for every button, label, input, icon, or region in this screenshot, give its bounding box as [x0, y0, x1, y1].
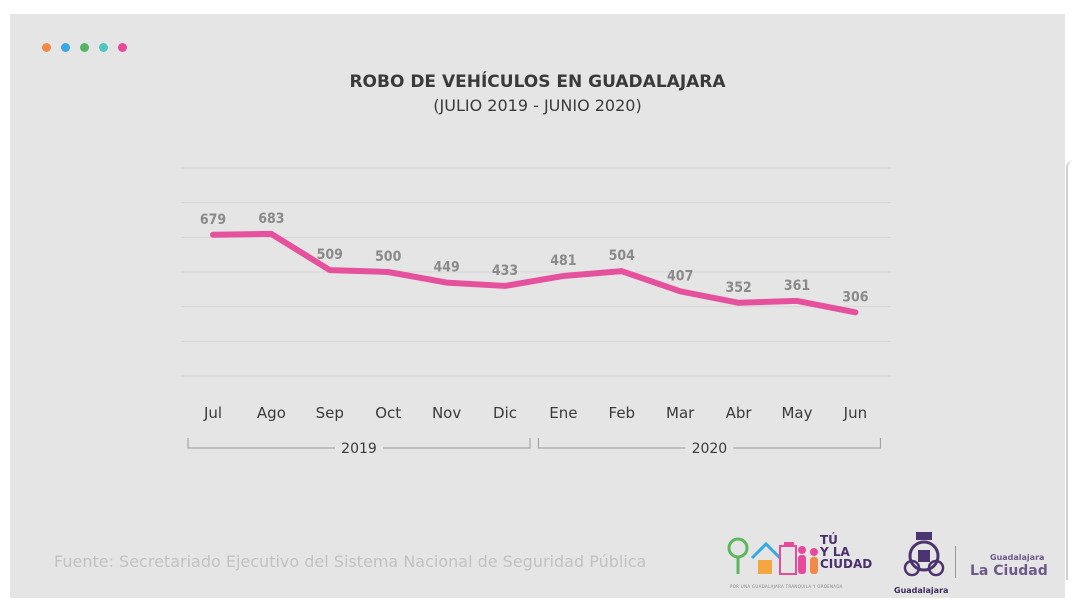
data-point — [737, 301, 740, 304]
data-label: 683 — [258, 211, 284, 227]
data-point — [504, 284, 506, 287]
data-point — [562, 274, 565, 277]
gobierno-seal-icon — [903, 532, 945, 577]
data-point — [387, 271, 390, 273]
data-label: 449 — [433, 260, 459, 276]
decorative-dot — [118, 43, 127, 52]
data-point — [270, 232, 273, 235]
data-point — [620, 270, 623, 273]
x-tick-label: Abr — [726, 404, 753, 422]
x-tick-label: Nov — [432, 404, 461, 422]
data-label: 433 — [492, 263, 518, 279]
x-tick-label: May — [781, 404, 812, 422]
data-label: 509 — [317, 247, 343, 263]
tu-y-la-ciudad-tagline: POR UNA GUADALAJARA TRANQUILA Y ORDENADA — [730, 584, 843, 589]
la-ciudad-text: La Ciudad — [970, 563, 1048, 579]
x-tick-label: Mar — [666, 404, 695, 422]
logo-group: TÚ Y LA CIUDAD POR UNA GUADALAJARA TRANQ… — [722, 518, 1052, 595]
year-group-label: 2019 — [341, 441, 377, 457]
data-label: 679 — [200, 212, 226, 228]
decorative-dots — [42, 43, 127, 52]
gobierno-label: Guadalajara — [894, 586, 949, 595]
x-tick-label: Feb — [609, 404, 636, 422]
data-point — [328, 269, 331, 272]
line-chart: 679 683 509 500 449 433 481 504 407 352 361 306 Jul A… — [181, 167, 891, 457]
chart-title: ROBO DE VEHÍCULOS EN GUADALAJARA — [349, 72, 726, 92]
year-bracket — [187, 438, 335, 449]
tu-y-la-ciudad-text: TÚ Y LA CIUDAD — [820, 533, 873, 571]
decorative-dot — [99, 43, 108, 52]
data-label: 500 — [375, 249, 402, 265]
x-tick-label: Ago — [257, 404, 286, 422]
data-point — [445, 281, 448, 284]
data-label: 407 — [667, 268, 693, 284]
data-label: 306 — [842, 289, 869, 305]
data-label: 481 — [550, 253, 576, 269]
logo-divider — [955, 546, 956, 578]
decorative-dot — [80, 43, 89, 52]
year-bracket — [537, 438, 686, 449]
year-group-label: 2020 — [692, 441, 728, 457]
source-note: Fuente: Secretariado Ejecutivo del Siste… — [54, 552, 647, 571]
data-label: 504 — [609, 248, 636, 264]
x-tick-label: Dic — [493, 404, 517, 422]
data-point — [679, 290, 682, 293]
decorative-dot — [61, 43, 70, 52]
tu-y-la-ciudad-logo — [727, 537, 818, 575]
x-tick-label: Sep — [316, 404, 344, 422]
year-bracket — [383, 438, 531, 449]
data-point — [854, 311, 857, 314]
x-tick-label: Oct — [375, 404, 401, 422]
series-line — [210, 230, 859, 316]
data-point — [796, 299, 798, 302]
x-tick-label: Jul — [203, 404, 222, 422]
data-label: 361 — [784, 278, 810, 294]
year-bracket — [733, 438, 881, 449]
data-label: 352 — [725, 280, 751, 296]
guadalajara-small-text: Guadalajara — [990, 553, 1045, 562]
chart-subtitle: (JULIO 2019 - JUNIO 2020) — [433, 96, 642, 115]
x-tick-label: Ene — [549, 404, 577, 422]
decorative-dot — [42, 43, 51, 52]
edge-mark — [1066, 160, 1074, 580]
data-point — [212, 233, 214, 236]
slide-background: ROBO DE VEHÍCULOS EN GUADALAJARA (JULIO … — [10, 14, 1065, 598]
x-tick-label: Jun — [843, 404, 867, 422]
